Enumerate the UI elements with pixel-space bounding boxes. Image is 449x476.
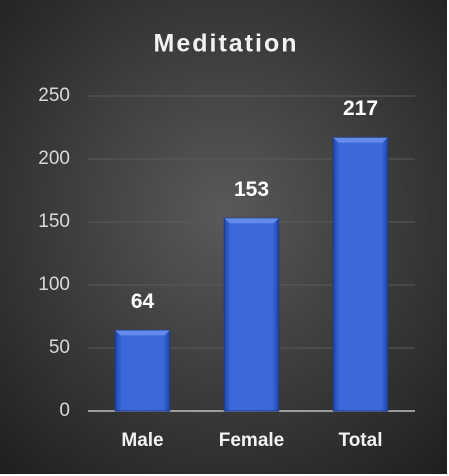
data-label: 217: [343, 97, 378, 120]
y-tick-label: 250: [38, 85, 70, 106]
bar-bevel: [333, 137, 388, 143]
x-tick-label: Total: [339, 430, 383, 451]
chart-title: Meditation: [154, 30, 299, 58]
bar: [332, 137, 389, 412]
y-tick-label: 100: [38, 274, 70, 295]
bar: [114, 329, 171, 412]
y-tick-label: 50: [49, 337, 70, 358]
y-tick-label: 0: [59, 400, 70, 421]
bar: [223, 217, 280, 412]
y-tick-label: 150: [38, 211, 70, 232]
x-tick-label: Male: [121, 430, 163, 451]
x-tick-label: Female: [219, 430, 284, 451]
data-label: 153: [234, 178, 269, 201]
data-label: 64: [131, 290, 155, 313]
y-tick-label: 200: [38, 148, 70, 169]
bar-bevel: [224, 218, 279, 224]
bar-bevel: [115, 330, 170, 336]
